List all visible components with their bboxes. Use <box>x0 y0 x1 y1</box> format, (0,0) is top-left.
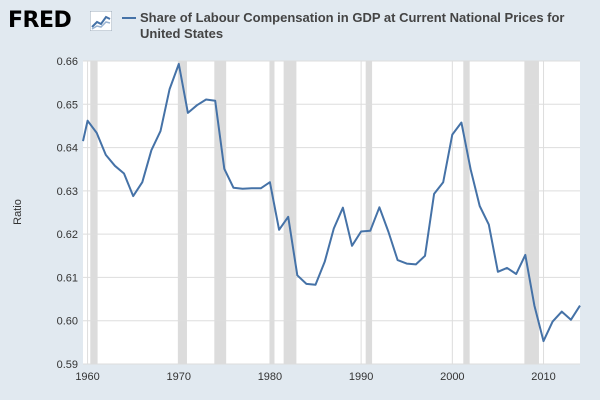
x-tick-label-0: 1960 <box>75 371 99 383</box>
x-tick-label-5: 2010 <box>531 371 555 383</box>
y-axis-label: Ratio <box>12 199 24 225</box>
fred-chart-icon <box>90 11 112 31</box>
y-tick-label-2: 0.61 <box>57 272 78 284</box>
chart-title: Share of Labour Compensation in GDP at C… <box>140 10 565 41</box>
plot-area <box>83 61 580 364</box>
recession-band-3 <box>269 61 275 364</box>
x-tick-label-4: 2000 <box>440 371 464 383</box>
y-tick-label-5: 0.64 <box>57 143 78 155</box>
x-tick-labels: 1960 1970 1980 1990 2000 2010 <box>75 371 555 383</box>
recession-band-2 <box>214 61 227 364</box>
y-tick-label-4: 0.63 <box>57 186 78 198</box>
x-tick-label-3: 1990 <box>349 371 373 383</box>
recession-band-7 <box>524 61 539 364</box>
recession-bands <box>90 61 539 364</box>
y-tick-label-0: 0.59 <box>57 359 78 371</box>
recession-band-6 <box>463 61 470 364</box>
fred-logo-text: FRED <box>8 8 72 33</box>
recession-band-4 <box>283 61 297 364</box>
y-tick-label-1: 0.60 <box>57 316 78 328</box>
gridlines <box>83 60 580 365</box>
series-lines <box>82 63 581 343</box>
recession-band-0 <box>90 61 98 364</box>
series-line-0 <box>82 63 581 343</box>
fred-logo[interactable]: FRED <box>8 8 118 34</box>
recession-band-5 <box>365 61 373 364</box>
x-tick-label-1: 1970 <box>167 371 191 383</box>
y-tick-labels: 0.59 0.60 0.61 0.62 0.63 0.64 0.65 0.66 <box>57 56 78 371</box>
recession-band-1 <box>177 61 187 364</box>
y-tick-label-7: 0.66 <box>57 56 78 68</box>
y-tick-label-6: 0.65 <box>57 99 78 111</box>
x-tick-label-2: 1980 <box>258 371 282 383</box>
y-tick-label-3: 0.62 <box>57 229 78 241</box>
legend-swatch <box>122 17 136 19</box>
chart-legend: Share of Labour Compensation in GDP at C… <box>122 10 582 46</box>
